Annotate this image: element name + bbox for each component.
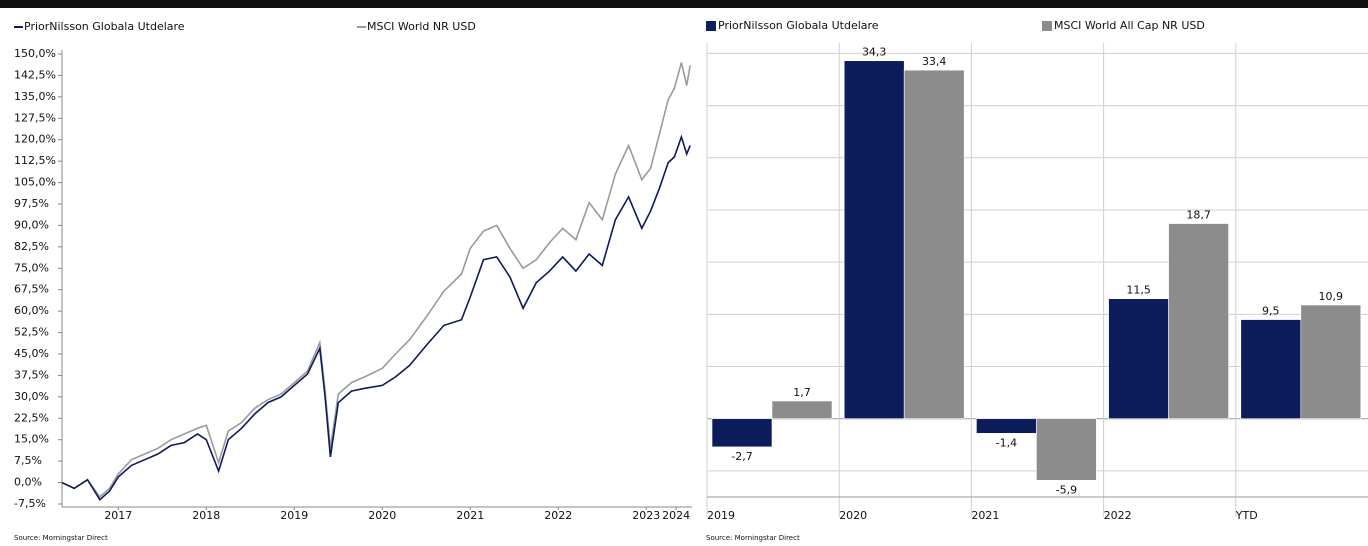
x-tick-label: 2020 (839, 509, 867, 522)
y-tick-label: 75,0% (14, 261, 49, 274)
data-label: 11,5 (1126, 284, 1151, 297)
x-tick-label: 2023 (632, 509, 660, 522)
x-tick-label: 2020 (368, 509, 396, 522)
bar (711, 418, 773, 448)
y-tick-label: 52,5% (14, 326, 49, 339)
data-label: 10,9 (1319, 290, 1344, 303)
y-tick-label: 45,0% (14, 347, 49, 360)
bar (843, 60, 905, 420)
x-tick-label: 2022 (544, 509, 572, 522)
source: Source: Morningstar Direct (706, 534, 800, 542)
data-label: -5,9 (1056, 483, 1077, 496)
x-tick-label: 2019 (707, 509, 735, 522)
series-line (61, 134, 691, 501)
y-tick-label: 90,0% (14, 218, 49, 231)
bar (903, 69, 965, 420)
data-label: 1,7 (793, 386, 811, 399)
x-tick-label: 2019 (280, 509, 308, 522)
y-tick-label: 150,0% (14, 47, 56, 60)
legend-label: MSCI World NR USD (367, 20, 476, 33)
top-bar (0, 0, 1368, 8)
x-tick-label: 2017 (104, 509, 132, 522)
series-line (61, 62, 691, 499)
bar (1036, 418, 1097, 481)
y-tick-label: 97,5% (14, 197, 49, 210)
data-label: -2,7 (731, 450, 752, 463)
bar (771, 400, 833, 420)
y-tick-label: 135,0% (14, 90, 56, 103)
x-tick-label: 2022 (1104, 509, 1132, 522)
x-tick-label: 2021 (456, 509, 484, 522)
legend-swatch (1042, 21, 1052, 31)
data-label: 34,3 (862, 46, 887, 59)
bar (976, 418, 1037, 434)
data-label: 33,4 (922, 55, 947, 68)
y-tick-label: 142,5% (14, 68, 56, 81)
data-label: 9,5 (1262, 305, 1280, 318)
y-tick-label: 22,5% (14, 411, 49, 424)
legend-swatch (706, 21, 716, 31)
legend-label: PriorNilsson Globala Utdelare (24, 20, 185, 33)
x-tick-label: YTD (1235, 509, 1258, 522)
y-tick-label: 112,5% (14, 154, 56, 167)
y-tick-label: 7,5% (14, 454, 42, 467)
bar (1168, 223, 1229, 420)
y-tick-label: 120,0% (14, 133, 56, 146)
bar (1240, 319, 1302, 420)
y-tick-label: 82,5% (14, 240, 49, 253)
y-tick-label: 37,5% (14, 368, 49, 381)
y-tick-label: 105,0% (14, 176, 56, 189)
data-label: 18,7 (1186, 209, 1211, 222)
y-tick-label: -7,5% (14, 497, 46, 510)
bar (1300, 304, 1362, 420)
y-tick-label: 127,5% (14, 111, 56, 124)
y-tick-label: 60,0% (14, 304, 49, 317)
y-tick-label: 67,5% (14, 283, 49, 296)
data-label: -1,4 (996, 436, 1017, 449)
y-tick-label: 15,0% (14, 433, 49, 446)
legend-label: MSCI World All Cap NR USD (1054, 19, 1205, 32)
x-tick-label: 2018 (192, 509, 220, 522)
x-tick-label: 2024 (662, 509, 690, 522)
x-tick-label: 2021 (971, 509, 999, 522)
source: Source: Morningstar Direct (14, 534, 108, 542)
y-tick-label: 0,0% (14, 476, 42, 489)
bar (1108, 298, 1169, 420)
legend-label: PriorNilsson Globala Utdelare (718, 19, 879, 32)
y-tick-label: 30,0% (14, 390, 49, 403)
